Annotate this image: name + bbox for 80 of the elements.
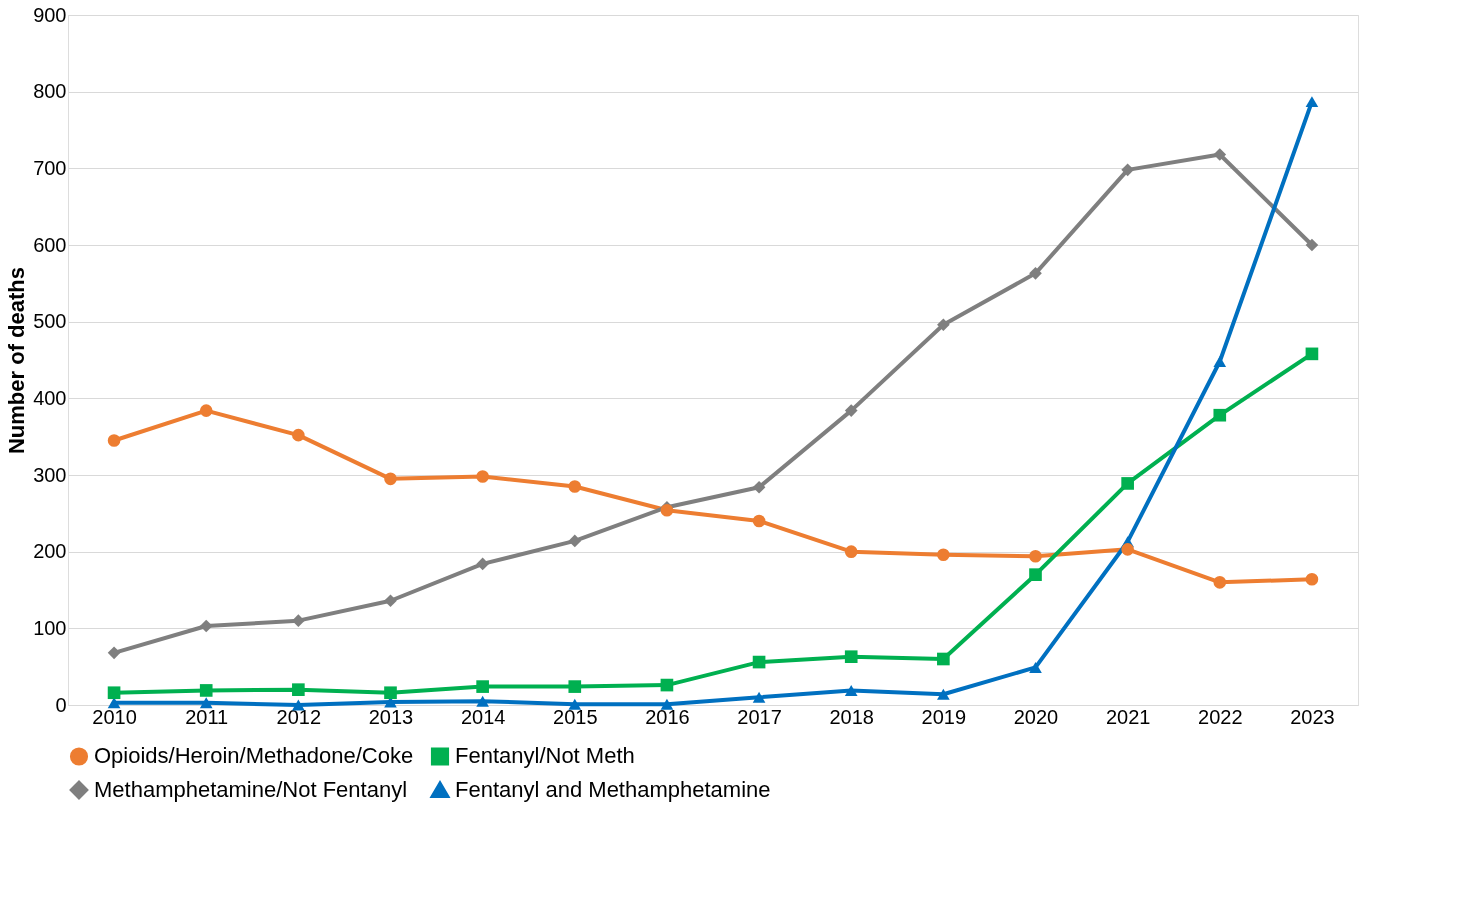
point (384, 472, 397, 486)
point (844, 684, 858, 696)
y-tick-label: 0 (55, 693, 67, 716)
point (199, 684, 213, 697)
x-tick-label: 2016 (645, 705, 690, 728)
legend-label: Fentanyl/Not Meth (455, 743, 635, 769)
x-tick-label: 2020 (1013, 705, 1059, 728)
x-tick-label: 2011 (185, 705, 229, 728)
point (384, 594, 397, 608)
point (1305, 572, 1319, 586)
point (1121, 163, 1134, 177)
point (292, 683, 305, 696)
point (660, 698, 674, 710)
point (844, 404, 858, 417)
x-tick-label: 2012 (276, 705, 322, 728)
point (1029, 568, 1042, 581)
y-tick-label: 800 (33, 80, 67, 103)
y-tick-label: 200 (33, 540, 67, 563)
point (1213, 576, 1227, 589)
y-tick-label: 400 (33, 386, 67, 409)
point (107, 686, 121, 700)
x-tick-label: 2023 (1290, 705, 1335, 728)
y-tick-label: 300 (33, 463, 67, 486)
point (384, 686, 397, 700)
y-tick-label: 100 (33, 616, 67, 639)
x-tick-label: 2022 (1198, 705, 1243, 728)
x-tick-label: 2014 (460, 705, 506, 728)
point (1213, 408, 1227, 422)
x-tick-label: 2021 (1105, 705, 1151, 728)
point (752, 691, 766, 703)
point (1029, 267, 1042, 280)
point (292, 699, 305, 711)
point (107, 646, 121, 660)
point (844, 650, 858, 664)
point (1029, 549, 1042, 563)
point (1305, 96, 1319, 108)
point (752, 514, 766, 528)
point (107, 434, 121, 447)
point (1029, 661, 1042, 673)
point (199, 619, 213, 633)
x-tick-label: 2010 (92, 705, 137, 728)
point (476, 557, 489, 571)
point (752, 655, 766, 669)
point (107, 697, 121, 709)
point (660, 678, 674, 692)
point (568, 534, 582, 548)
point (199, 404, 213, 417)
y-tick-label: 700 (33, 156, 67, 179)
point (292, 428, 305, 442)
y-tick-label: 500 (33, 310, 67, 333)
point (476, 695, 489, 707)
point (199, 697, 213, 709)
point (1213, 356, 1227, 368)
y-tick-label: 600 (33, 233, 67, 256)
point (476, 470, 489, 483)
point (1121, 543, 1134, 556)
x-tick-label: 2015 (553, 705, 598, 728)
point (844, 545, 858, 558)
y-axis-title: Number of deaths (4, 266, 30, 455)
point (1121, 477, 1134, 490)
point (937, 548, 950, 562)
y-tick-label: 900 (33, 3, 67, 26)
point (1305, 238, 1319, 252)
legend-label: Opioids/Heroin/Methadone/Coke (94, 743, 414, 769)
point (752, 480, 766, 494)
x-tick-label: 2013 (368, 705, 414, 728)
legend-label: Methamphetamine/Not Fentanyl (94, 777, 408, 802)
point (568, 680, 582, 693)
point (568, 480, 582, 493)
point (568, 698, 582, 710)
legend-label: Fentanyl and Methamphetamine (455, 777, 771, 802)
point (1305, 347, 1319, 361)
point (476, 680, 489, 693)
point (937, 688, 950, 700)
point (937, 318, 950, 332)
point (1213, 148, 1227, 161)
x-tick-label: 2018 (829, 705, 874, 728)
x-tick-label: 2017 (737, 705, 782, 728)
x-tick-label: 2019 (921, 705, 967, 728)
point (937, 652, 950, 666)
